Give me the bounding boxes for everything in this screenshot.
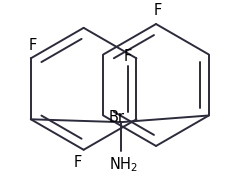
Text: NH$_2$: NH$_2$ bbox=[108, 156, 137, 174]
Text: F: F bbox=[28, 38, 37, 53]
Text: Br: Br bbox=[109, 110, 124, 125]
Text: F: F bbox=[74, 154, 82, 170]
Text: F: F bbox=[123, 49, 131, 64]
Text: F: F bbox=[153, 3, 162, 18]
